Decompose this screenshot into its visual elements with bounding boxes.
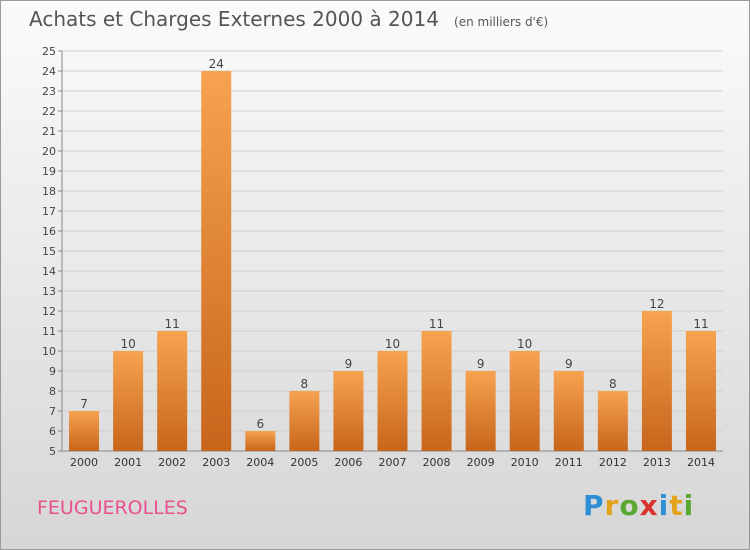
y-tick-label: 15 <box>42 245 56 258</box>
y-tick-label: 14 <box>42 265 56 278</box>
x-tick-label-2006: 2006 <box>334 456 362 469</box>
y-tick-label: 13 <box>42 285 56 298</box>
y-tick-label: 9 <box>49 365 56 378</box>
value-label-2011: 9 <box>565 357 573 371</box>
bar-2011 <box>553 371 584 451</box>
value-label-2009: 9 <box>477 357 485 371</box>
x-tick-label-2004: 2004 <box>246 456 274 469</box>
value-label-2007: 10 <box>385 337 400 351</box>
labels-layer: 7 2000 10 2001 11 2002 24 2003 6 2004 8 2005 9 2006 10… <box>70 57 715 469</box>
y-tick-label: 16 <box>42 225 56 238</box>
y-tick-label: 11 <box>42 325 56 338</box>
bar-2006 <box>333 371 364 451</box>
y-tick-label: 8 <box>49 385 56 398</box>
value-label-2014: 11 <box>693 317 708 331</box>
value-label-2008: 11 <box>429 317 444 331</box>
logo-letter: o <box>619 489 640 522</box>
x-tick-label-2013: 2013 <box>643 456 671 469</box>
value-label-2013: 12 <box>649 297 664 311</box>
y-tick-label: 22 <box>42 105 56 118</box>
x-tick-label-2012: 2012 <box>599 456 627 469</box>
bar-2013 <box>641 311 672 451</box>
y-tick-label: 23 <box>42 85 56 98</box>
x-tick-label-2005: 2005 <box>290 456 318 469</box>
value-label-2005: 8 <box>301 377 309 391</box>
bar-2003 <box>201 71 232 451</box>
x-tick-label-2011: 2011 <box>555 456 583 469</box>
chart-title-text: Achats et Charges Externes 2000 à 2014 <box>29 7 439 31</box>
y-tick-label: 12 <box>42 305 56 318</box>
x-tick-label-2007: 2007 <box>379 456 407 469</box>
x-tick-label-2010: 2010 <box>511 456 539 469</box>
x-tick-label-2014: 2014 <box>687 456 715 469</box>
x-tick-label-2003: 2003 <box>202 456 230 469</box>
x-tick-label-2000: 2000 <box>70 456 98 469</box>
value-label-2001: 10 <box>120 337 135 351</box>
y-tick-label: 25 <box>42 45 56 58</box>
chart-title: Achats et Charges Externes 2000 à 2014 (… <box>29 7 548 31</box>
bar-2012 <box>597 391 628 451</box>
value-label-2004: 6 <box>256 417 264 431</box>
logo-letter: x <box>639 489 659 522</box>
proxiti-logo[interactable]: Proxiti <box>583 489 694 522</box>
x-tick-label-2002: 2002 <box>158 456 186 469</box>
bar-2008 <box>421 331 452 451</box>
y-tick-label: 7 <box>49 405 56 418</box>
chart-unit: (en milliers d'€) <box>454 15 549 29</box>
bar-2002 <box>157 331 188 451</box>
y-tick-label: 5 <box>49 445 56 458</box>
value-label-2002: 11 <box>165 317 180 331</box>
logo-letter: r <box>604 489 620 522</box>
bar-2001 <box>113 351 144 451</box>
x-tick-label-2008: 2008 <box>423 456 451 469</box>
y-tick-label: 18 <box>42 185 56 198</box>
value-label-2010: 10 <box>517 337 532 351</box>
y-tick-label: 24 <box>42 65 56 78</box>
x-tick-label-2009: 2009 <box>467 456 495 469</box>
value-label-2003: 24 <box>209 57 224 71</box>
y-tick-label: 17 <box>42 205 56 218</box>
commune-name: FEUGUEROLLES <box>37 497 188 519</box>
bar-2000 <box>69 411 100 451</box>
bar-2005 <box>289 391 320 451</box>
bar-2004 <box>245 431 276 451</box>
bar-2009 <box>465 371 496 451</box>
logo-letter: t <box>669 489 684 522</box>
logo-letter: P <box>583 489 605 522</box>
y-tick-label: 6 <box>49 425 56 438</box>
value-label-2000: 7 <box>80 397 88 411</box>
value-label-2012: 8 <box>609 377 617 391</box>
y-tick-label: 19 <box>42 165 56 178</box>
y-tick-label: 21 <box>42 125 56 138</box>
y-tick-label: 10 <box>42 345 56 358</box>
y-tick-label: 20 <box>42 145 56 158</box>
x-tick-label-2001: 2001 <box>114 456 142 469</box>
value-label-2006: 9 <box>345 357 353 371</box>
logo-letter: i <box>658 489 670 522</box>
bars-layer <box>69 71 716 451</box>
bar-2010 <box>509 351 540 451</box>
logo-letter: i <box>683 489 695 522</box>
bar-2014 <box>685 331 716 451</box>
bar-2007 <box>377 351 408 451</box>
